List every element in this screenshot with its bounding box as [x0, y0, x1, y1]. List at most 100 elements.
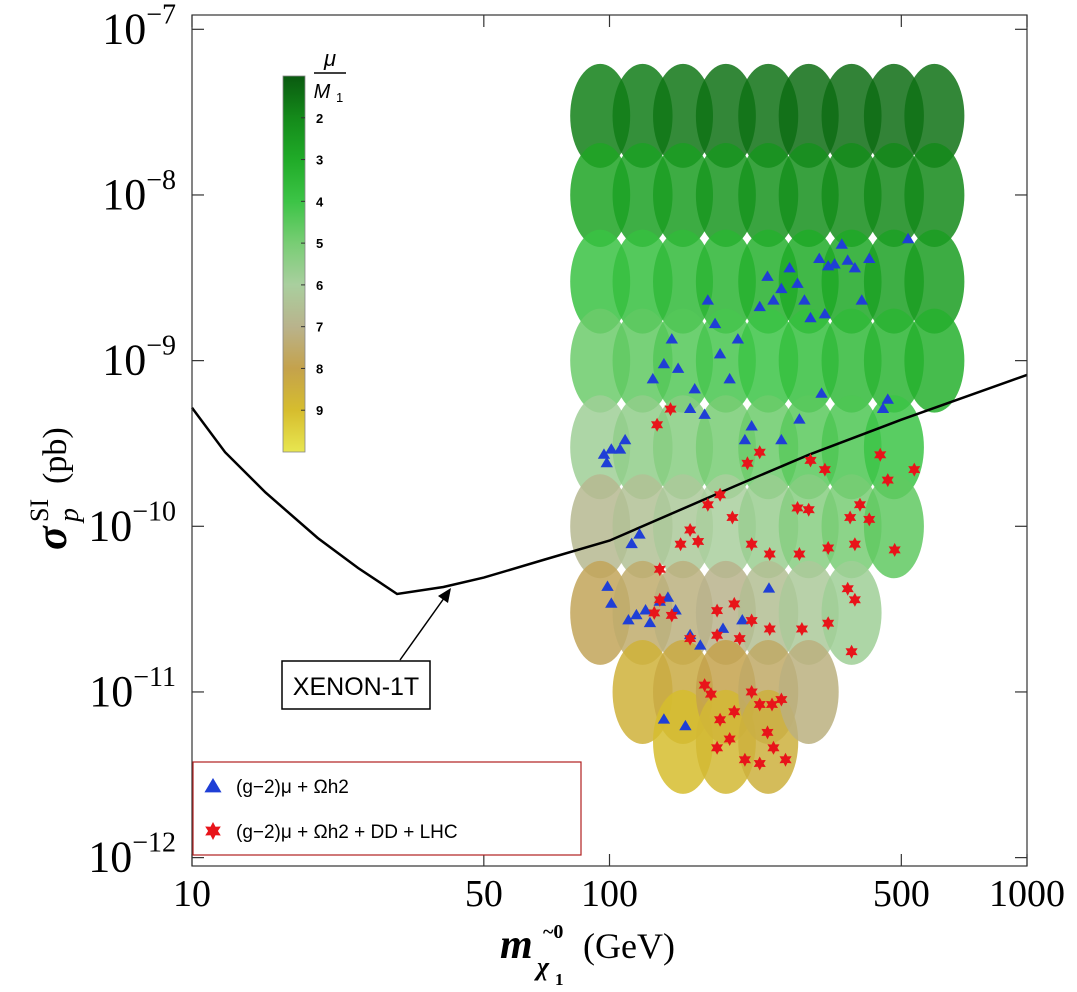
cloud-point — [695, 142, 756, 247]
star-point — [763, 622, 776, 636]
triangle-point — [625, 537, 638, 549]
cloud-point — [653, 229, 714, 334]
star-point — [711, 628, 724, 643]
cloud-point — [904, 308, 965, 413]
colorbar-tick-label: 4 — [316, 194, 324, 209]
cloud-point — [863, 474, 924, 579]
cloud-point — [653, 63, 714, 168]
triangle-point — [688, 382, 701, 394]
marks — [190, 232, 1028, 771]
triangle-point — [694, 639, 707, 650]
x-label-unit: (GeV) — [583, 926, 675, 966]
legend-box — [192, 761, 582, 856]
star-point — [795, 622, 808, 636]
cloud-point — [653, 142, 714, 247]
x-axis-label: m ~0 χ 1 (GeV) — [500, 921, 675, 989]
star-point — [714, 712, 727, 727]
triangle-point — [665, 333, 678, 344]
star-point — [848, 592, 861, 607]
cloud-point — [778, 560, 839, 665]
star-point — [711, 603, 724, 618]
cloud-point — [904, 229, 965, 334]
star-point — [664, 402, 677, 417]
y-axis-label: σ SI p (pb) — [25, 427, 85, 550]
triangle-point — [815, 387, 828, 398]
cloud-point — [821, 63, 882, 168]
triangle-point — [708, 317, 722, 329]
star-point — [791, 501, 804, 515]
colorbar-tick-label: 6 — [316, 278, 323, 293]
star-point — [745, 537, 758, 552]
triangle-point — [671, 362, 685, 373]
star-point — [653, 592, 666, 607]
star-point — [779, 752, 792, 767]
cloud-point — [570, 474, 631, 579]
y-label-unit: (pb) — [37, 427, 74, 484]
star-point — [741, 456, 754, 471]
star-point — [651, 417, 664, 432]
triangle-point — [828, 258, 841, 269]
triangle-point — [639, 604, 652, 615]
triangle-point — [713, 347, 727, 359]
y-label-sup: SI — [25, 499, 54, 522]
legend: (g−2)μ + Ωh2 (g−2)μ + Ωh2 + DD + LHC — [192, 761, 582, 856]
triangle-point — [881, 393, 894, 404]
triangle-point — [783, 261, 796, 273]
colorbar-tick-label: 8 — [316, 361, 323, 376]
x-tick-label: 1000 — [989, 873, 1065, 915]
star-point — [761, 725, 774, 740]
y-tick-label: 10−9 — [102, 331, 176, 385]
star-point — [822, 616, 835, 631]
star-point — [767, 740, 780, 755]
triangle-point — [738, 433, 752, 445]
star-point — [845, 644, 858, 659]
triangle-point — [767, 294, 780, 305]
cloud-point — [570, 395, 631, 500]
triangle-point — [793, 413, 806, 424]
triangle-point — [761, 270, 774, 281]
cloud-point — [695, 229, 756, 334]
axes: 10−12 10−11 10−10 10−9 10−8 10−7 10 50 100 500 100… — [88, 0, 1065, 915]
triangle-point — [618, 433, 632, 445]
triangle-point — [601, 580, 614, 591]
star-point — [908, 462, 921, 477]
star-point — [733, 631, 746, 646]
star-point — [698, 678, 711, 693]
cloud-point — [778, 63, 839, 168]
scatter-cloud — [570, 63, 965, 794]
x-label-symbol: m — [500, 922, 533, 968]
triangle-point — [622, 613, 635, 625]
triangle-point — [646, 372, 660, 384]
annotation-arrowhead — [438, 588, 451, 603]
cloud-point — [653, 689, 714, 794]
triangle-point — [753, 300, 766, 312]
x-label-accent: ~0 — [543, 921, 563, 943]
star-point — [684, 631, 697, 646]
x-tick-label: 500 — [873, 873, 930, 915]
y-tick-label: 10−11 — [89, 662, 176, 716]
annotation-arrow — [399, 593, 448, 661]
cloud-point — [821, 560, 882, 665]
star-point — [888, 542, 901, 557]
x-tick-label: 100 — [581, 873, 638, 915]
cloud-point — [904, 63, 965, 168]
star-point — [745, 613, 758, 628]
star-point — [853, 497, 866, 512]
y-label-sub: p — [54, 508, 85, 524]
star-point — [753, 697, 766, 712]
triangle-point — [716, 622, 730, 633]
cloud-point — [695, 395, 756, 500]
triangle-point — [683, 402, 697, 413]
cloud-point — [778, 308, 839, 413]
star-point — [881, 473, 894, 488]
cloud-point — [778, 474, 839, 579]
star-point — [738, 752, 751, 767]
star-point — [648, 605, 661, 620]
triangle-point — [762, 582, 776, 593]
triangle-point — [605, 443, 618, 454]
star-point — [684, 523, 697, 537]
star-point — [863, 512, 876, 527]
star-point — [822, 541, 835, 555]
triangle-point — [679, 719, 692, 731]
